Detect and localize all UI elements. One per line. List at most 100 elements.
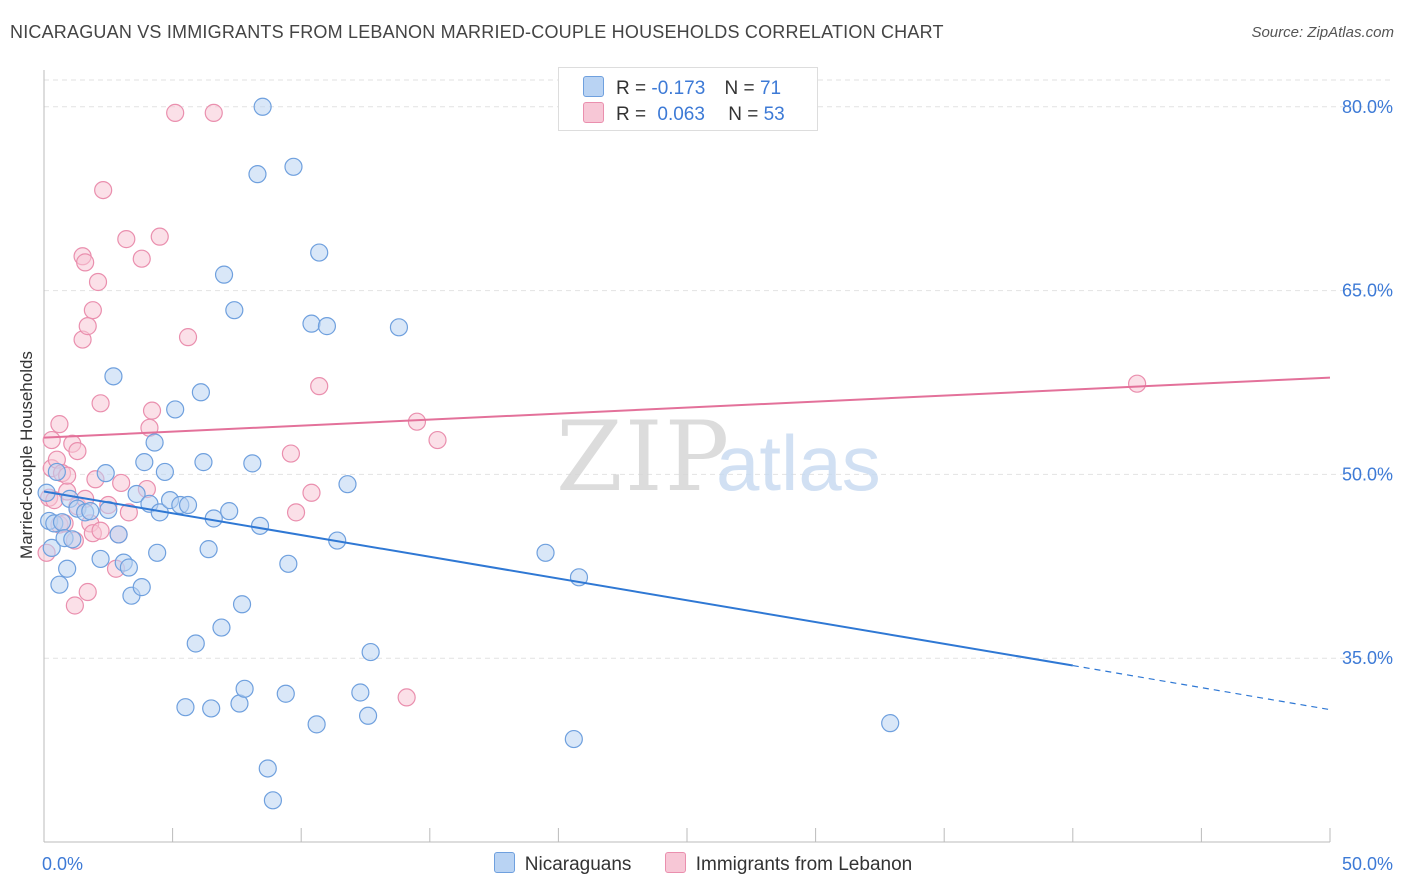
- data-point-lebanon[interactable]: [302, 483, 321, 502]
- data-point-nicaraguan[interactable]: [202, 699, 221, 718]
- data-point-nicaraguan[interactable]: [132, 578, 151, 597]
- data-point-nicaraguan[interactable]: [127, 484, 146, 504]
- data-point-nicaraguan[interactable]: [225, 301, 244, 320]
- data-point-lebanon[interactable]: [204, 103, 223, 122]
- watermark-zip: ZIP: [556, 401, 731, 513]
- data-point-nicaraguan[interactable]: [212, 618, 231, 637]
- data-point-lebanon[interactable]: [42, 430, 61, 450]
- data-point-lebanon[interactable]: [112, 473, 131, 493]
- data-point-nicaraguan[interactable]: [317, 317, 337, 336]
- data-point-nicaraguan[interactable]: [279, 554, 298, 573]
- data-point-nicaraguan[interactable]: [81, 502, 100, 521]
- data-point-nicaraguan[interactable]: [284, 157, 303, 176]
- source-label: Source: ZipAtlas.com: [1251, 24, 1394, 41]
- data-point-lebanon[interactable]: [91, 521, 110, 540]
- data-point-lebanon[interactable]: [83, 301, 102, 320]
- data-point-lebanon[interactable]: [286, 503, 306, 522]
- data-point-lebanon[interactable]: [397, 688, 416, 707]
- data-point-nicaraguan[interactable]: [191, 383, 210, 402]
- data-point-nicaraguan[interactable]: [58, 559, 77, 578]
- data-point-lebanon[interactable]: [310, 377, 329, 396]
- data-point-nicaraguan[interactable]: [148, 543, 167, 562]
- data-point-nicaraguan[interactable]: [220, 502, 239, 521]
- data-point-nicaraguan[interactable]: [248, 165, 267, 184]
- data-point-nicaraguan[interactable]: [338, 475, 357, 494]
- x-tick-label: 0.0%: [42, 854, 83, 874]
- data-point-lebanon[interactable]: [117, 230, 136, 249]
- data-point-nicaraguan[interactable]: [199, 540, 218, 559]
- data-point-nicaraguan[interactable]: [232, 595, 252, 614]
- data-point-nicaraguan[interactable]: [145, 433, 164, 452]
- trend-line-lebanon: [43, 376, 1331, 439]
- data-point-lebanon[interactable]: [142, 401, 162, 420]
- data-point-lebanon[interactable]: [119, 503, 138, 522]
- data-point-nicaraguan[interactable]: [155, 462, 174, 482]
- data-point-nicaraguan[interactable]: [310, 243, 329, 262]
- data-point-nicaraguan[interactable]: [96, 464, 115, 483]
- data-point-nicaraguan[interactable]: [119, 558, 138, 577]
- data-point-nicaraguan[interactable]: [235, 679, 254, 698]
- data-point-nicaraguan[interactable]: [302, 314, 321, 333]
- data-point-nicaraguan[interactable]: [258, 759, 277, 778]
- data-point-nicaraguan[interactable]: [250, 516, 270, 535]
- data-point-lebanon[interactable]: [78, 317, 97, 336]
- data-point-nicaraguan[interactable]: [881, 714, 900, 733]
- data-point-nicaraguan[interactable]: [104, 367, 123, 386]
- data-point-nicaraguan[interactable]: [361, 642, 380, 662]
- data-point-nicaraguan[interactable]: [351, 683, 370, 702]
- data-point-nicaraguan[interactable]: [91, 549, 110, 569]
- legend-label-lebanon: Immigrants from Lebanon: [695, 854, 913, 875]
- data-point-nicaraguan[interactable]: [536, 543, 555, 562]
- legend-item-lebanon[interactable]: Immigrants from Lebanon: [664, 852, 913, 876]
- data-point-nicaraguan[interactable]: [194, 453, 213, 472]
- data-point-lebanon[interactable]: [281, 444, 301, 463]
- data-point-nicaraguan[interactable]: [564, 729, 583, 749]
- data-point-nicaraguan[interactable]: [109, 525, 128, 544]
- data-point-nicaraguan[interactable]: [47, 462, 66, 482]
- data-point-lebanon[interactable]: [428, 430, 447, 450]
- legend-item-nicaraguans[interactable]: Nicaraguans: [493, 852, 631, 876]
- y-tick-label: 65.0%: [1342, 281, 1393, 301]
- data-point-lebanon[interactable]: [91, 394, 110, 413]
- watermark: ZIP atlas: [556, 401, 881, 513]
- data-point-lebanon[interactable]: [166, 103, 185, 122]
- data-point-lebanon[interactable]: [78, 582, 97, 602]
- data-point-lebanon[interactable]: [65, 596, 84, 615]
- data-point-nicaraguan[interactable]: [358, 706, 378, 725]
- data-point-lebanon[interactable]: [1127, 374, 1147, 393]
- data-point-lebanon[interactable]: [132, 249, 151, 268]
- data-point-nicaraguan[interactable]: [42, 538, 61, 558]
- data-point-nicaraguan[interactable]: [263, 791, 283, 810]
- data-point-lebanon[interactable]: [50, 415, 69, 434]
- data-point-lebanon[interactable]: [68, 441, 87, 461]
- tick-labels: 35.0% 50.0% 65.0% 80.0% 0.0% 50.0%: [42, 97, 1393, 874]
- data-point-nicaraguan[interactable]: [50, 575, 69, 594]
- data-point-nicaraguan[interactable]: [135, 453, 154, 472]
- legend-r-value: -0.173: [651, 78, 706, 99]
- legend-swatch-blue: [493, 852, 515, 873]
- data-point-lebanon[interactable]: [178, 328, 198, 347]
- data-point-lebanon[interactable]: [94, 180, 113, 200]
- data-point-lebanon[interactable]: [407, 412, 427, 431]
- data-point-nicaraguan[interactable]: [178, 495, 198, 515]
- data-point-nicaraguan[interactable]: [166, 400, 185, 419]
- data-point-nicaraguan[interactable]: [389, 318, 409, 337]
- data-point-nicaraguan[interactable]: [253, 97, 272, 116]
- data-point-nicaraguan[interactable]: [243, 454, 262, 473]
- series-legend: Nicaraguans Immigrants from Lebanon: [0, 852, 1406, 876]
- data-point-nicaraguan[interactable]: [276, 684, 295, 703]
- legend-swatch-pink: [583, 102, 604, 123]
- data-point-nicaraguan[interactable]: [214, 265, 234, 284]
- data-point-nicaraguan[interactable]: [52, 513, 72, 532]
- data-point-lebanon[interactable]: [76, 253, 95, 272]
- data-point-lebanon[interactable]: [150, 227, 169, 246]
- data-point-lebanon[interactable]: [88, 272, 108, 292]
- x-tick-label: 50.0%: [1342, 854, 1393, 874]
- data-point-nicaraguan[interactable]: [176, 698, 195, 717]
- correlation-legend: R = -0.173 N = 71 R = 0.063 N = 53: [558, 67, 818, 131]
- data-point-nicaraguan[interactable]: [307, 715, 326, 734]
- data-point-nicaraguan[interactable]: [186, 634, 205, 653]
- data-point-nicaraguan[interactable]: [63, 530, 82, 549]
- y-tick-label: 50.0%: [1342, 464, 1393, 484]
